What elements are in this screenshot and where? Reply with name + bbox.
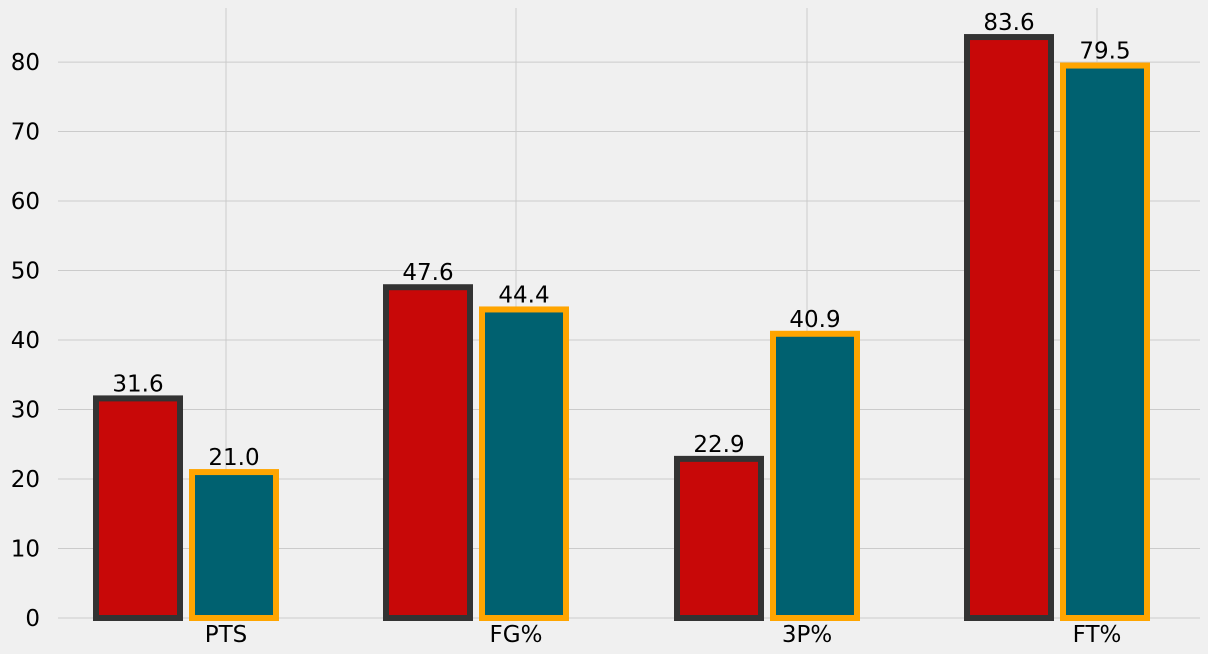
y-tick-label: 0 bbox=[25, 606, 40, 632]
data-label: 79.5 bbox=[1079, 39, 1130, 65]
bar-series-2-ftpct bbox=[1060, 62, 1150, 621]
y-tick-label: 30 bbox=[11, 398, 40, 424]
y-tick-label: 20 bbox=[11, 467, 40, 493]
y-tick-label: 50 bbox=[11, 259, 40, 285]
bar-series-1-3ppct bbox=[674, 455, 764, 621]
data-label: 83.6 bbox=[983, 10, 1034, 36]
y-tick-label: 60 bbox=[11, 189, 40, 215]
x-tick-label: FT% bbox=[1073, 622, 1122, 648]
data-label: 22.9 bbox=[693, 432, 744, 458]
bar-series-2-pts bbox=[189, 469, 279, 621]
y-axis-ticks: 0 10 20 30 40 50 60 70 80 bbox=[11, 50, 40, 632]
x-tick-label: PTS bbox=[205, 622, 248, 648]
data-label: 44.4 bbox=[498, 282, 549, 308]
y-tick-label: 10 bbox=[11, 537, 40, 563]
x-tick-label: 3P% bbox=[782, 622, 832, 648]
data-label: 31.6 bbox=[112, 371, 163, 397]
x-tick-label: FG% bbox=[490, 622, 543, 648]
bar-series-1-pts bbox=[93, 395, 183, 621]
data-labels: 31.6 21.0 47.6 44.4 22.9 40.9 83.6 79.5 bbox=[112, 10, 1130, 471]
data-label: 47.6 bbox=[402, 260, 453, 286]
bar-series-1-fgpct bbox=[383, 284, 473, 621]
data-label: 40.9 bbox=[789, 307, 840, 333]
y-tick-label: 40 bbox=[11, 328, 40, 354]
y-tick-label: 80 bbox=[11, 50, 40, 76]
y-tick-label: 70 bbox=[11, 120, 40, 146]
x-axis-ticks: PTS FG% 3P% FT% bbox=[205, 622, 1122, 648]
bar-series-1-ftpct bbox=[964, 34, 1054, 622]
data-label: 21.0 bbox=[208, 445, 259, 471]
bar-series-2-3ppct bbox=[770, 330, 860, 621]
bars bbox=[93, 34, 1150, 622]
bar-series-2-fgpct bbox=[479, 306, 569, 621]
